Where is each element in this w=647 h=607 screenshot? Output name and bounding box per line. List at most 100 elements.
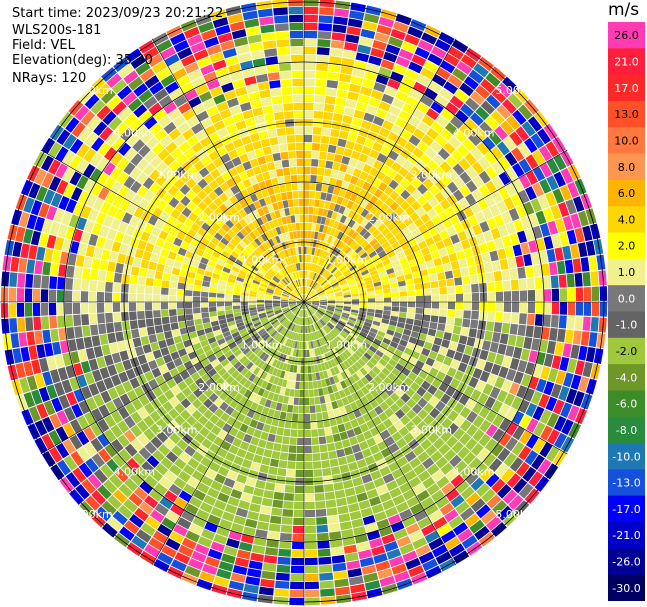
range-gate-cell [168, 302, 177, 310]
range-gate-cell [530, 390, 543, 405]
range-gate-cell [190, 222, 201, 233]
range-gate-cell [278, 548, 292, 557]
range-gate-cell [454, 277, 463, 286]
range-gate-cell [297, 182, 304, 191]
range-gate-cell [372, 116, 385, 127]
range-gate-cell [535, 238, 546, 252]
range-gate-cell [346, 200, 355, 210]
range-gate-cell [317, 39, 331, 48]
range-gate-cell [84, 372, 95, 385]
range-gate-cell [396, 136, 408, 148]
range-gate-cell [230, 238, 239, 247]
range-gate-cell [439, 287, 447, 295]
range-gate-cell [312, 453, 321, 461]
range-gate-cell [168, 408, 180, 420]
range-gate-cell [81, 385, 93, 400]
range-gate-cell [273, 442, 282, 452]
range-gate-cell [250, 99, 262, 109]
range-gate-cell [260, 24, 275, 34]
range-gate-cell [237, 52, 252, 63]
range-gate-cell [138, 267, 148, 277]
range-gate-cell [379, 492, 392, 503]
range-gate-cell [292, 291, 299, 297]
range-gate-cell [293, 94, 304, 103]
range-gate-cell [335, 305, 343, 308]
range-gate-cell [169, 396, 180, 408]
range-gate-cell [156, 39, 173, 53]
range-gate-cell [115, 331, 125, 342]
range-gate-cell [161, 280, 170, 288]
range-gate-cell [359, 466, 370, 477]
range-gate-cell [427, 384, 438, 396]
range-gate-cell [283, 310, 291, 315]
range-gate-cell [263, 334, 271, 342]
range-gate-cell [446, 181, 459, 194]
range-gate-cell [330, 359, 337, 367]
range-gate-cell [315, 404, 322, 413]
range-gate-cell [299, 262, 303, 271]
range-gate-cell [134, 248, 145, 259]
range-gate-cell [435, 222, 446, 233]
range-gate-cell [249, 267, 257, 274]
range-gate-cell [212, 272, 221, 280]
range-gate-cell [574, 408, 588, 425]
range-gate-cell [420, 247, 431, 256]
range-gate-cell [203, 409, 214, 420]
range-gate-cell [568, 422, 581, 439]
range-gate-cell [186, 166, 198, 178]
range-gate-cell [412, 325, 421, 333]
range-gate-cell [293, 501, 304, 510]
range-gate-cell [538, 339, 549, 353]
range-gate-cell [113, 321, 123, 332]
range-gate-cell [123, 415, 136, 429]
range-gate-cell [227, 320, 236, 327]
range-gate-cell [575, 302, 584, 316]
range-gate-cell [169, 88, 184, 101]
range-gate-cell [159, 382, 170, 394]
range-gate-cell [399, 543, 415, 555]
range-gate-cell [320, 403, 328, 412]
range-gate-cell [349, 125, 360, 135]
range-gate-cell [539, 409, 552, 425]
range-gate-cell [129, 377, 141, 389]
range-gate-cell [413, 319, 422, 327]
range-gate-cell [336, 399, 344, 408]
range-gate-cell [253, 277, 262, 283]
range-gate-cell [238, 171, 249, 181]
range-gate-cell [233, 234, 242, 244]
range-gate-cell [351, 392, 360, 401]
range-gate-cell [306, 270, 309, 279]
range-gate-cell [76, 159, 89, 174]
range-gate-cell [508, 494, 524, 510]
range-gate-cell [251, 344, 259, 353]
range-gate-cell [297, 429, 304, 438]
range-gate-cell [444, 324, 454, 333]
range-gate-cell [278, 335, 284, 343]
range-gate-cell [257, 81, 270, 91]
range-gate-cell [383, 138, 396, 150]
range-gate-cell [256, 299, 265, 302]
colorbar-tick-label: 26.0 [614, 29, 639, 42]
range-gate-cell [97, 313, 106, 324]
range-gate-cell [282, 337, 288, 346]
range-gate-cell [146, 455, 160, 468]
range-gate-cell [55, 426, 69, 442]
range-gate-cell [316, 311, 323, 317]
range-gate-cell [242, 10, 258, 21]
range-gate-cell [128, 76, 144, 91]
range-gate-cell [305, 270, 308, 279]
range-gate-cell [309, 316, 313, 325]
range-gate-cell [356, 205, 365, 215]
range-gate-cell [258, 130, 269, 140]
range-gate-cell [240, 406, 250, 416]
range-gate-cell [335, 97, 347, 107]
range-gate-cell [139, 480, 153, 495]
range-gate-cell [358, 440, 369, 451]
range-gate-cell [484, 151, 498, 165]
range-gate-cell [184, 61, 200, 74]
range-gate-cell [294, 289, 300, 296]
range-gate-cell [415, 544, 431, 557]
range-gate-cell [273, 7, 288, 16]
range-gate-cell [356, 389, 365, 399]
range-gate-cell [474, 462, 488, 477]
